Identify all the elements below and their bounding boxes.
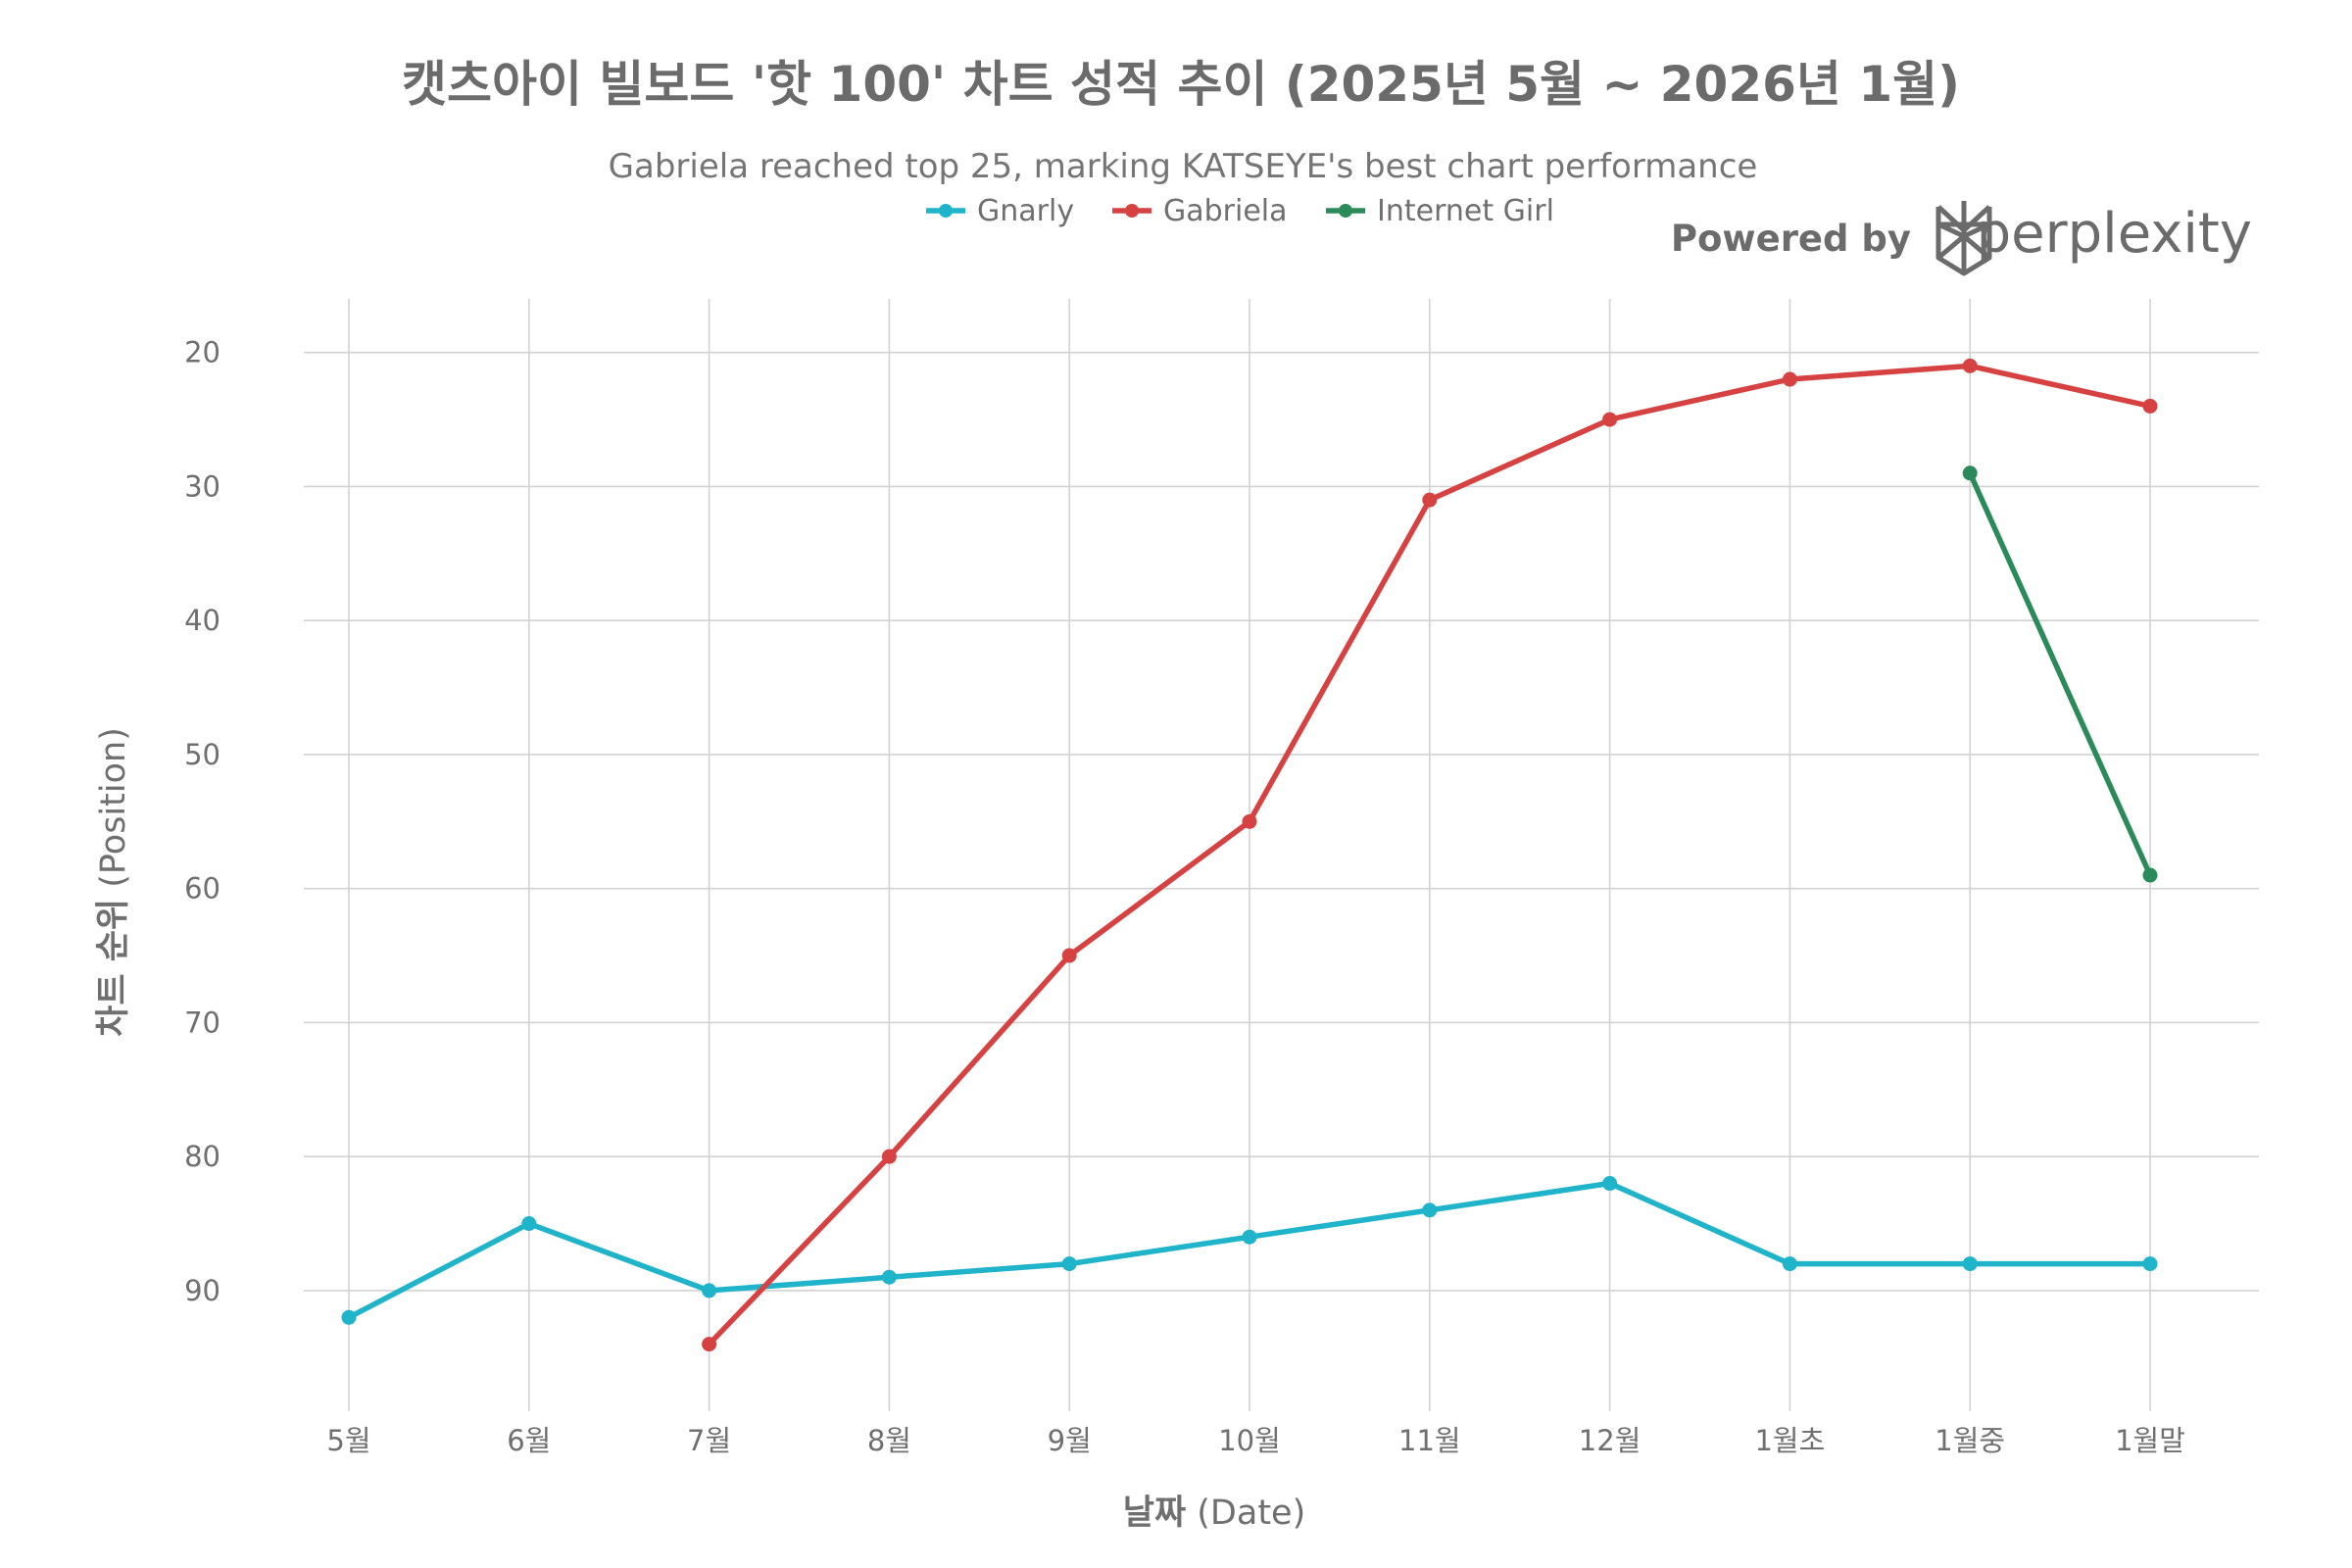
- data-point-gabriela: [1782, 371, 1797, 387]
- data-point-gabriela: [881, 1149, 897, 1164]
- legend-label-internet-girl: Internet Girl: [1377, 194, 1554, 228]
- y-tick-label: 80: [184, 1140, 220, 1173]
- data-point-internet-girl: [2142, 867, 2158, 883]
- data-point-gabriela: [1422, 492, 1438, 508]
- y-axis-title-rest: (Position): [94, 727, 133, 899]
- data-point-gnarly: [702, 1283, 717, 1298]
- data-point-gabriela: [702, 1337, 717, 1352]
- x-axis-title-rest: (Date): [1186, 1494, 1305, 1533]
- data-point-gnarly: [1782, 1256, 1797, 1272]
- data-point-gabriela: [1962, 358, 1978, 373]
- y-tick-label: 60: [184, 872, 220, 906]
- powered-by-text: Powered by: [1671, 218, 1911, 260]
- data-point-gabriela: [1061, 948, 1077, 963]
- x-tick-label: 12월: [1579, 1424, 1642, 1457]
- y-tick-label: 40: [184, 604, 220, 637]
- x-tick-label: 1월초: [1754, 1424, 1825, 1457]
- chart-subtitle: Gabriela reached top 25, marking KATSEYE…: [609, 147, 1758, 186]
- legend-label-gabriela: Gabriela: [1163, 194, 1288, 228]
- legend: Gnarly Gabriela Internet Girl: [926, 194, 1554, 228]
- x-tick-label: 11월: [1398, 1424, 1461, 1457]
- x-axis-title: 날짜 (Date): [1123, 1494, 1306, 1533]
- data-point-gnarly: [1061, 1256, 1077, 1272]
- data-point-gabriela: [1242, 813, 1257, 829]
- data-point-gnarly: [881, 1269, 897, 1285]
- x-tick-label: 1월말: [2115, 1424, 2185, 1457]
- series-layer: [341, 358, 2158, 1352]
- x-tick-label: 5월: [326, 1424, 370, 1457]
- y-tick-label: 20: [184, 336, 220, 369]
- x-tick-label: 8월: [867, 1424, 911, 1457]
- tick-layer: 5월 6월 7월 8월 9월 10월 11월 12월 1월초 1월중 1월말 20 30 40 50 60 70…: [184, 336, 2185, 1457]
- legend-label-gnarly: Gnarly: [977, 194, 1074, 228]
- data-point-gnarly: [1422, 1202, 1438, 1218]
- x-tick-label: 1월중: [1935, 1424, 2005, 1457]
- y-tick-label: 30: [184, 469, 220, 503]
- data-point-gnarly: [341, 1309, 357, 1325]
- data-point-gnarly: [521, 1216, 537, 1232]
- data-point-gnarly: [2142, 1256, 2158, 1272]
- data-point-internet-girl: [1962, 466, 1978, 481]
- legend-marker-gabriela: [1125, 204, 1139, 218]
- x-tick-label: 9월: [1048, 1424, 1092, 1457]
- data-point-gabriela: [1602, 412, 1618, 427]
- chart-title: 캣츠아이 빌보드 '핫 100' 차트 성적 추이 (2025년 5월 ~ 20…: [402, 56, 1960, 113]
- data-point-gnarly: [1962, 1256, 1978, 1272]
- perplexity-logo-icon: [1936, 201, 1992, 276]
- y-tick-label: 50: [184, 738, 220, 771]
- data-point-gabriela: [2142, 398, 2158, 414]
- x-axis-title-bold: 날짜: [1123, 1494, 1186, 1533]
- x-tick-label: 7월: [687, 1424, 731, 1457]
- data-point-gnarly: [1242, 1229, 1257, 1245]
- data-point-gnarly: [1602, 1176, 1618, 1192]
- y-tick-label: 90: [184, 1274, 220, 1307]
- legend-marker-gnarly: [939, 204, 953, 218]
- series-line-internet-girl: [1967, 470, 2153, 878]
- x-tick-label: 10월: [1218, 1424, 1281, 1457]
- y-axis-title: 차트 순위 (Position): [94, 727, 133, 1037]
- y-tick-label: 70: [184, 1005, 220, 1039]
- perplexity-brand-text: perplexity: [1977, 202, 2252, 266]
- legend-marker-internet-girl: [1339, 204, 1352, 218]
- grid-layer: [304, 299, 2259, 1411]
- y-axis-title-bold: 차트 순위: [94, 899, 133, 1037]
- x-tick-label: 6월: [507, 1424, 551, 1457]
- branding: Powered by perplexity: [1671, 201, 2252, 276]
